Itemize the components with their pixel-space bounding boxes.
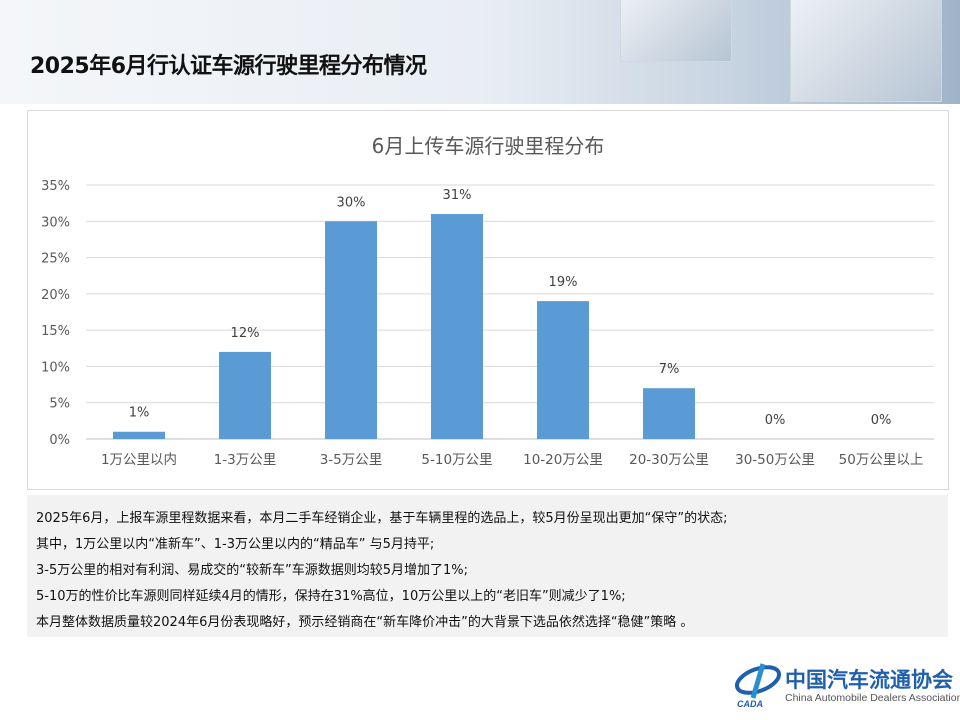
- data-label: 0%: [871, 413, 892, 428]
- bar: [113, 431, 165, 439]
- y-tick-label: 0%: [49, 433, 70, 448]
- summary-box: 2025年6月，上报车源里程数据来看，本月二手车经销企业，基于车辆里程的选品上，…: [27, 495, 948, 637]
- x-tick-label: 30-50万公里: [735, 452, 815, 468]
- data-label: 12%: [231, 326, 260, 341]
- data-label: 30%: [337, 195, 366, 210]
- y-tick-label: 30%: [41, 215, 70, 230]
- y-tick-label: 35%: [41, 179, 70, 194]
- logo-cn-text: 中国汽车流通协会: [785, 667, 953, 692]
- x-tick-label: 50万公里以上: [839, 452, 924, 468]
- bar: [537, 301, 589, 439]
- summary-line: 2025年6月，上报车源里程数据来看，本月二手车经销企业，基于车辆里程的选品上，…: [36, 511, 728, 526]
- y-tick-label: 20%: [41, 288, 70, 303]
- chart-title: 6月上传车源行驶里程分布: [372, 134, 605, 158]
- header-banner: [0, 0, 960, 104]
- bar: [643, 388, 695, 439]
- page-title: 2025年6月行认证车源行驶里程分布情况: [30, 54, 427, 79]
- summary-line: 5-10万的性价比车源则同样延续4月的情形，保持在31%高位，10万公里以上的“…: [36, 589, 626, 604]
- y-tick-label: 10%: [41, 360, 70, 375]
- summary-line: 本月整体数据质量较2024年6月份表现略好，预示经销商在“新车降价冲击”的大背景…: [36, 615, 694, 630]
- summary-line: 其中，1万公里以内“准新车”、1-3万公里以内的“精品车” 与5月持平;: [36, 537, 435, 552]
- data-label: 31%: [443, 188, 472, 203]
- x-tick-label: 5-10万公里: [421, 452, 492, 468]
- data-label: 7%: [659, 362, 680, 377]
- svg-text:CADA: CADA: [737, 699, 763, 709]
- x-tick-label: 1-3万公里: [214, 452, 277, 468]
- bar: [219, 351, 271, 439]
- y-tick-label: 5%: [49, 397, 70, 412]
- summary-line: 3-5万公里的相对有利润、易成交的“较新车”车源数据则均较5月增加了1%;: [36, 563, 468, 578]
- cada-logo: CADA 中国汽车流通协会 China Automobile Dealers A…: [733, 660, 960, 710]
- bar-chart: 6月上传车源行驶里程分布 0% 5% 10% 15% 20% 25% 30% 35% 1% 1万公里…: [41, 134, 934, 468]
- cada-emblem-icon: CADA: [734, 663, 782, 709]
- x-tick-label: 3-5万公里: [320, 452, 383, 468]
- bar: [431, 214, 483, 439]
- decorative-cube: [620, 0, 732, 62]
- chart-container: 6月上传车源行驶里程分布 0% 5% 10% 15% 20% 25% 30% 35% 1% 1万公里…: [27, 110, 949, 490]
- y-tick-label: 25%: [41, 252, 70, 267]
- x-tick-label: 10-20万公里: [523, 452, 603, 468]
- logo-en-text: China Automobile Dealers Association: [785, 692, 960, 704]
- y-tick-label: 15%: [41, 324, 70, 339]
- data-label: 0%: [765, 413, 786, 428]
- data-label: 1%: [129, 406, 150, 421]
- bar: [325, 221, 377, 439]
- decorative-cube: [790, 0, 942, 102]
- data-label: 19%: [549, 275, 578, 290]
- x-tick-label: 20-30万公里: [629, 452, 709, 468]
- x-tick-label: 1万公里以内: [101, 452, 177, 468]
